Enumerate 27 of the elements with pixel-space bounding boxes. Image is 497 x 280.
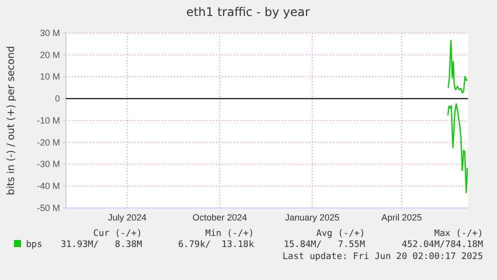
text: Max (-/+) [434,229,483,239]
text: Min (-/+) [205,229,254,239]
text: 452.04M/784.18M [402,240,484,250]
text: 6.79k/ 13.18k [178,240,255,250]
x-tick-label: July 2024 [108,212,147,222]
text: Cur (-/+) [93,229,142,239]
y-tick-label: 0 [54,94,60,104]
text: 15.84M/ 7.55M [284,240,366,250]
x-tick-label: October 2024 [192,212,248,222]
line-series [447,103,468,194]
line-series [448,40,468,94]
x-tick-label: April 2025 [381,212,422,222]
y-axis-title: bits in (-) / out (+) per second [6,46,17,196]
x-tick-label: January 2025 [284,212,340,222]
y-tick-label: -10 M [36,115,60,126]
text: Avg (-/+) [316,229,365,239]
text: Last update: Fri Jun 20 02:00:17 2025 [282,252,483,262]
y-tick-label: -20 M [36,137,60,148]
y-tick-label: -50 M [36,202,60,213]
y-tick-label: -30 M [36,159,60,170]
y-tick-label: 20 M [40,50,60,60]
y-tick-label: 10 M [40,72,60,82]
text: 31.93M/ 8.38M [60,240,143,250]
chart-title: eth1 traffic - by year [186,5,310,19]
legend-label: bps [26,240,42,250]
y-tick-label: -40 M [36,181,60,192]
y-tick-label: 30 M [40,28,60,38]
